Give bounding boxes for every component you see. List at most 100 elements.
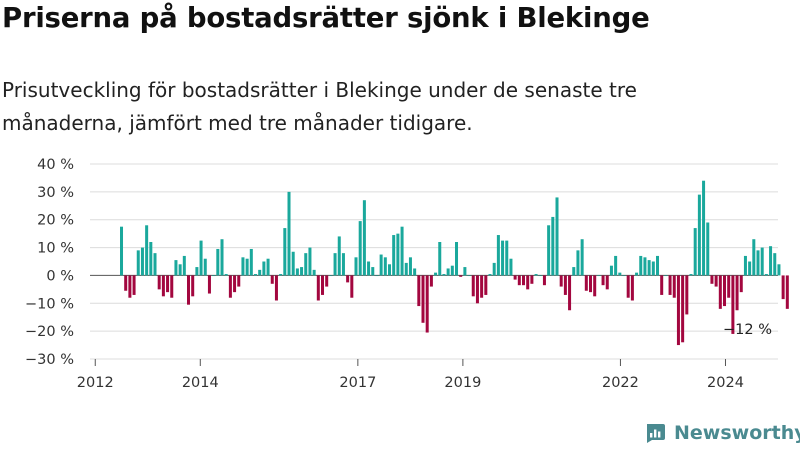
bar bbox=[748, 261, 752, 276]
bar bbox=[161, 275, 165, 297]
bar bbox=[672, 275, 676, 298]
bar bbox=[559, 275, 563, 287]
bar bbox=[526, 275, 530, 290]
bar bbox=[283, 228, 287, 276]
bar bbox=[689, 274, 693, 276]
bar bbox=[450, 265, 454, 276]
bar bbox=[354, 257, 358, 276]
bar bbox=[622, 275, 626, 277]
bar bbox=[660, 275, 664, 295]
bar bbox=[743, 255, 747, 276]
bar bbox=[568, 275, 572, 311]
bar bbox=[773, 253, 777, 276]
bar bbox=[140, 247, 144, 276]
bar bbox=[237, 275, 241, 287]
bar bbox=[702, 180, 706, 276]
bar bbox=[714, 275, 718, 287]
bar bbox=[463, 267, 467, 276]
bar bbox=[480, 275, 484, 298]
bar bbox=[697, 194, 701, 276]
bar bbox=[505, 240, 509, 276]
bar bbox=[769, 246, 773, 276]
bar bbox=[517, 275, 521, 286]
x-tick-label: 2017 bbox=[339, 375, 376, 391]
bar bbox=[572, 267, 576, 276]
bar bbox=[459, 275, 463, 277]
bar bbox=[589, 275, 593, 293]
bar bbox=[300, 267, 304, 276]
bar bbox=[220, 239, 224, 276]
bar bbox=[542, 275, 546, 286]
bar bbox=[333, 253, 337, 276]
bar bbox=[274, 275, 278, 301]
bars bbox=[120, 180, 789, 346]
bar bbox=[538, 275, 542, 277]
y-tick-label: 30 % bbox=[37, 185, 74, 201]
bar bbox=[174, 260, 178, 276]
bar bbox=[157, 275, 161, 290]
bar bbox=[149, 242, 153, 276]
bar bbox=[601, 275, 605, 286]
bar bbox=[207, 275, 211, 294]
bar bbox=[421, 275, 425, 323]
y-tick-label: 0 % bbox=[46, 268, 74, 284]
bar bbox=[371, 267, 375, 276]
bar bbox=[501, 240, 505, 276]
bar bbox=[614, 255, 618, 276]
bar bbox=[651, 261, 655, 276]
bar bbox=[706, 222, 710, 276]
bar bbox=[262, 261, 266, 276]
bar bbox=[178, 264, 182, 276]
bar bbox=[233, 275, 237, 293]
bar bbox=[166, 275, 170, 293]
bar bbox=[530, 275, 534, 284]
bar bbox=[576, 250, 580, 276]
bar bbox=[249, 248, 253, 276]
x-axis: 2012 2014 2017 2019 2022 2024 bbox=[77, 359, 744, 391]
bar bbox=[212, 275, 216, 277]
bar bbox=[471, 275, 475, 297]
bar bbox=[764, 274, 768, 276]
bar bbox=[752, 239, 756, 276]
y-tick-label: −10 % bbox=[25, 296, 74, 312]
bar bbox=[438, 242, 442, 276]
bar bbox=[496, 235, 500, 276]
bar bbox=[413, 268, 417, 276]
brand-logo[interactable]: Newsworthy bbox=[644, 420, 800, 446]
chart-subtitle: Prisutveckling för bostadsrätter i Bleki… bbox=[2, 78, 637, 135]
bar bbox=[647, 260, 651, 276]
bar bbox=[258, 269, 262, 276]
bar bbox=[777, 264, 781, 276]
bar bbox=[710, 275, 714, 284]
bar bbox=[346, 275, 350, 283]
bar bbox=[664, 275, 668, 277]
bar bbox=[132, 275, 136, 295]
bar bbox=[484, 275, 488, 295]
bar bbox=[308, 247, 312, 276]
bar bbox=[203, 258, 207, 276]
gridlines bbox=[90, 163, 778, 360]
bar bbox=[199, 240, 203, 276]
bar bbox=[341, 253, 345, 276]
bar bbox=[182, 255, 186, 276]
bar bbox=[136, 250, 140, 276]
bar bbox=[379, 254, 383, 276]
bar bbox=[626, 275, 630, 298]
bar bbox=[295, 268, 299, 276]
bar bbox=[170, 275, 174, 298]
bar bbox=[723, 275, 727, 307]
bar bbox=[350, 275, 354, 298]
bar bbox=[785, 275, 789, 309]
bar bbox=[245, 258, 249, 276]
bar bbox=[685, 275, 689, 315]
y-tick-label: −20 % bbox=[25, 324, 74, 340]
bar bbox=[756, 250, 760, 276]
brand-name: Newsworthy bbox=[674, 422, 800, 444]
bar bbox=[547, 225, 551, 276]
bar bbox=[375, 275, 379, 277]
bar bbox=[635, 272, 639, 276]
bar bbox=[718, 275, 722, 309]
bar bbox=[153, 253, 157, 276]
last-value-label: −12 % bbox=[723, 322, 772, 338]
